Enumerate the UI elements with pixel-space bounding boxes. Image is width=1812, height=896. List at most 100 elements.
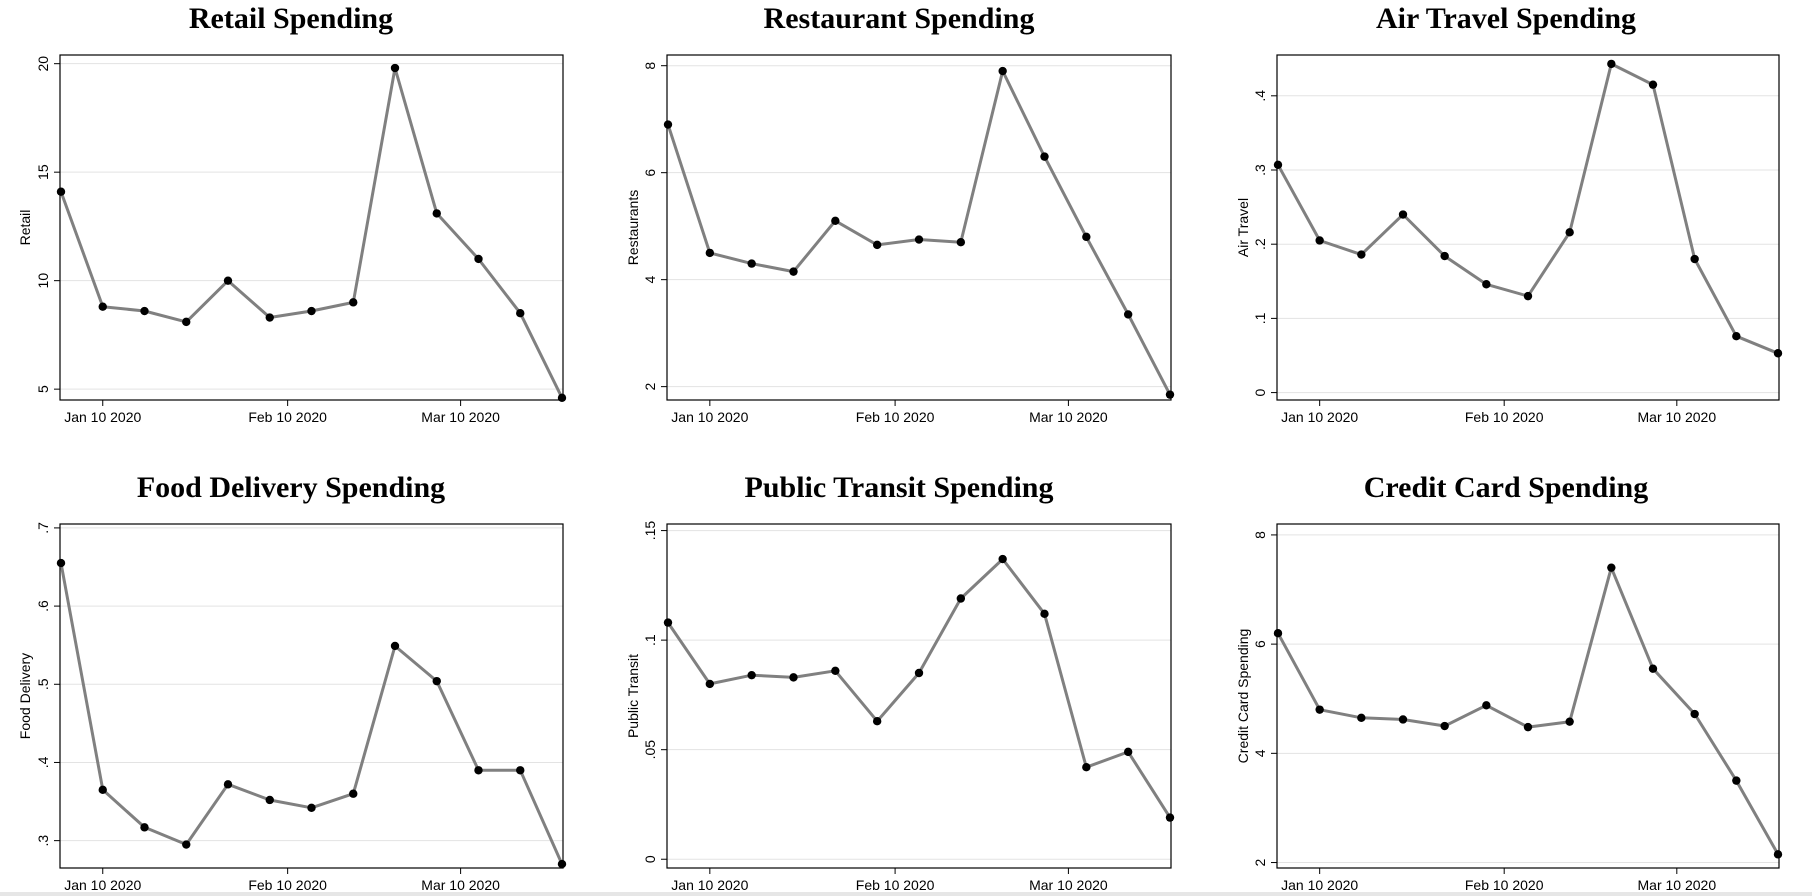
data-point — [474, 254, 483, 264]
data-point — [1357, 713, 1366, 723]
data-point — [432, 676, 441, 686]
bottom-divider — [0, 892, 1812, 896]
data-point — [872, 716, 882, 726]
y-tick-label: .4 — [1252, 90, 1268, 102]
x-tick-label: Mar 10 2020 — [1638, 877, 1717, 893]
data-point — [789, 267, 798, 276]
y-tick-label: .1 — [642, 634, 658, 646]
x-tick-label: Mar 10 2020 — [421, 877, 500, 893]
data-point — [1165, 390, 1175, 399]
y-axis-label: Air Travel — [1235, 198, 1251, 257]
x-tick-label: Jan 10 2020 — [1281, 409, 1358, 425]
y-tick-label: 4 — [642, 276, 658, 284]
data-point — [98, 785, 107, 795]
data-point — [1565, 717, 1574, 726]
y-tick-label: 0 — [642, 855, 658, 863]
x-tick-label: Feb 10 2020 — [856, 877, 935, 893]
data-point — [516, 309, 525, 318]
y-tick-label: .1 — [1252, 312, 1268, 324]
data-point — [557, 393, 567, 403]
plot-frame — [1276, 523, 1780, 869]
x-tick-label: Feb 10 2020 — [856, 409, 935, 425]
data-point — [998, 66, 1007, 76]
chart-title: Credit Card Spending — [1364, 471, 1649, 504]
data-point — [516, 766, 525, 775]
data-point — [307, 803, 316, 812]
data-point — [1123, 310, 1133, 319]
x-tick-label: Jan 10 2020 — [671, 877, 748, 893]
data-point — [1398, 715, 1408, 724]
data-point — [1482, 701, 1491, 710]
data-point — [747, 670, 756, 680]
y-tick-label: .05 — [642, 740, 658, 760]
chart-panel: 2 4 6 8 Jan 10 2020 Feb 10 2020 Mar 10 2020 Cre… — [1235, 471, 1783, 893]
chart-title: Public Transit Spending — [745, 471, 1054, 504]
chart-title: Restaurant Spending — [764, 2, 1035, 35]
data-point — [998, 554, 1007, 564]
plot-frame — [59, 523, 564, 869]
data-point — [1398, 210, 1408, 219]
data-point — [956, 238, 966, 247]
y-tick-label: .2 — [1252, 238, 1268, 250]
y-axis-label: Public Transit — [625, 654, 641, 738]
data-point — [1082, 763, 1091, 772]
data-point — [1607, 563, 1616, 572]
data-point — [56, 558, 66, 568]
chart-panel: 0 .05 .1 .15 Jan 10 2020 Feb 10 2020 Mar 10 20… — [625, 471, 1175, 893]
data-point — [1315, 705, 1324, 714]
x-tick-label: Jan 10 2020 — [64, 409, 141, 425]
data-point — [1523, 291, 1533, 301]
data-point — [831, 666, 840, 676]
data-point — [349, 298, 358, 307]
y-tick-label: 4 — [1252, 749, 1268, 757]
data-point — [307, 306, 316, 316]
data-point — [663, 120, 673, 129]
plot-frame — [59, 54, 564, 401]
plot-frame — [666, 54, 1172, 401]
chart-title: Air Travel Spending — [1376, 2, 1636, 35]
y-tick-label: .6 — [35, 600, 51, 612]
chart-title: Retail Spending — [189, 2, 393, 35]
data-point — [1273, 629, 1283, 638]
data-point — [182, 840, 191, 849]
series-line — [59, 66, 564, 399]
data-point — [98, 302, 107, 311]
y-axis-label: Restaurants — [625, 190, 641, 265]
x-tick-label: Mar 10 2020 — [1029, 409, 1108, 425]
x-tick-label: Mar 10 2020 — [1638, 409, 1717, 425]
y-tick-label: .3 — [1252, 164, 1268, 176]
data-point — [789, 673, 798, 682]
data-point — [956, 594, 966, 603]
data-point — [705, 248, 715, 258]
chart-panel: 5 10 15 20 Jan 10 2020 Feb 10 2020 Mar 10 2020… — [17, 2, 567, 425]
data-point — [140, 823, 149, 832]
data-point — [1040, 152, 1049, 161]
data-point — [390, 641, 400, 651]
data-point — [1440, 251, 1449, 261]
x-tick-label: Feb 10 2020 — [1465, 409, 1544, 425]
data-point — [705, 679, 715, 689]
y-axis-label: Food Delivery — [17, 653, 33, 739]
data-point — [56, 187, 66, 196]
x-tick-label: Feb 10 2020 — [1465, 877, 1544, 893]
y-tick-label: 10 — [35, 273, 51, 289]
data-point — [1690, 709, 1699, 719]
data-point — [747, 259, 756, 268]
x-tick-label: Mar 10 2020 — [421, 409, 500, 425]
data-point — [1732, 776, 1741, 785]
y-axis-label: Credit Card Spending — [1235, 629, 1251, 764]
data-point — [1440, 721, 1449, 731]
y-tick-label: 15 — [35, 164, 51, 180]
data-point — [1773, 349, 1783, 358]
data-point — [1565, 228, 1574, 237]
y-tick-label: .4 — [35, 756, 51, 768]
data-point — [1123, 747, 1133, 757]
y-tick-label: 2 — [642, 383, 658, 391]
data-point — [182, 317, 191, 327]
data-point — [1773, 850, 1783, 859]
data-point — [223, 780, 233, 789]
y-tick-label: .5 — [35, 678, 51, 690]
data-point — [872, 240, 882, 250]
data-point — [1607, 59, 1616, 69]
